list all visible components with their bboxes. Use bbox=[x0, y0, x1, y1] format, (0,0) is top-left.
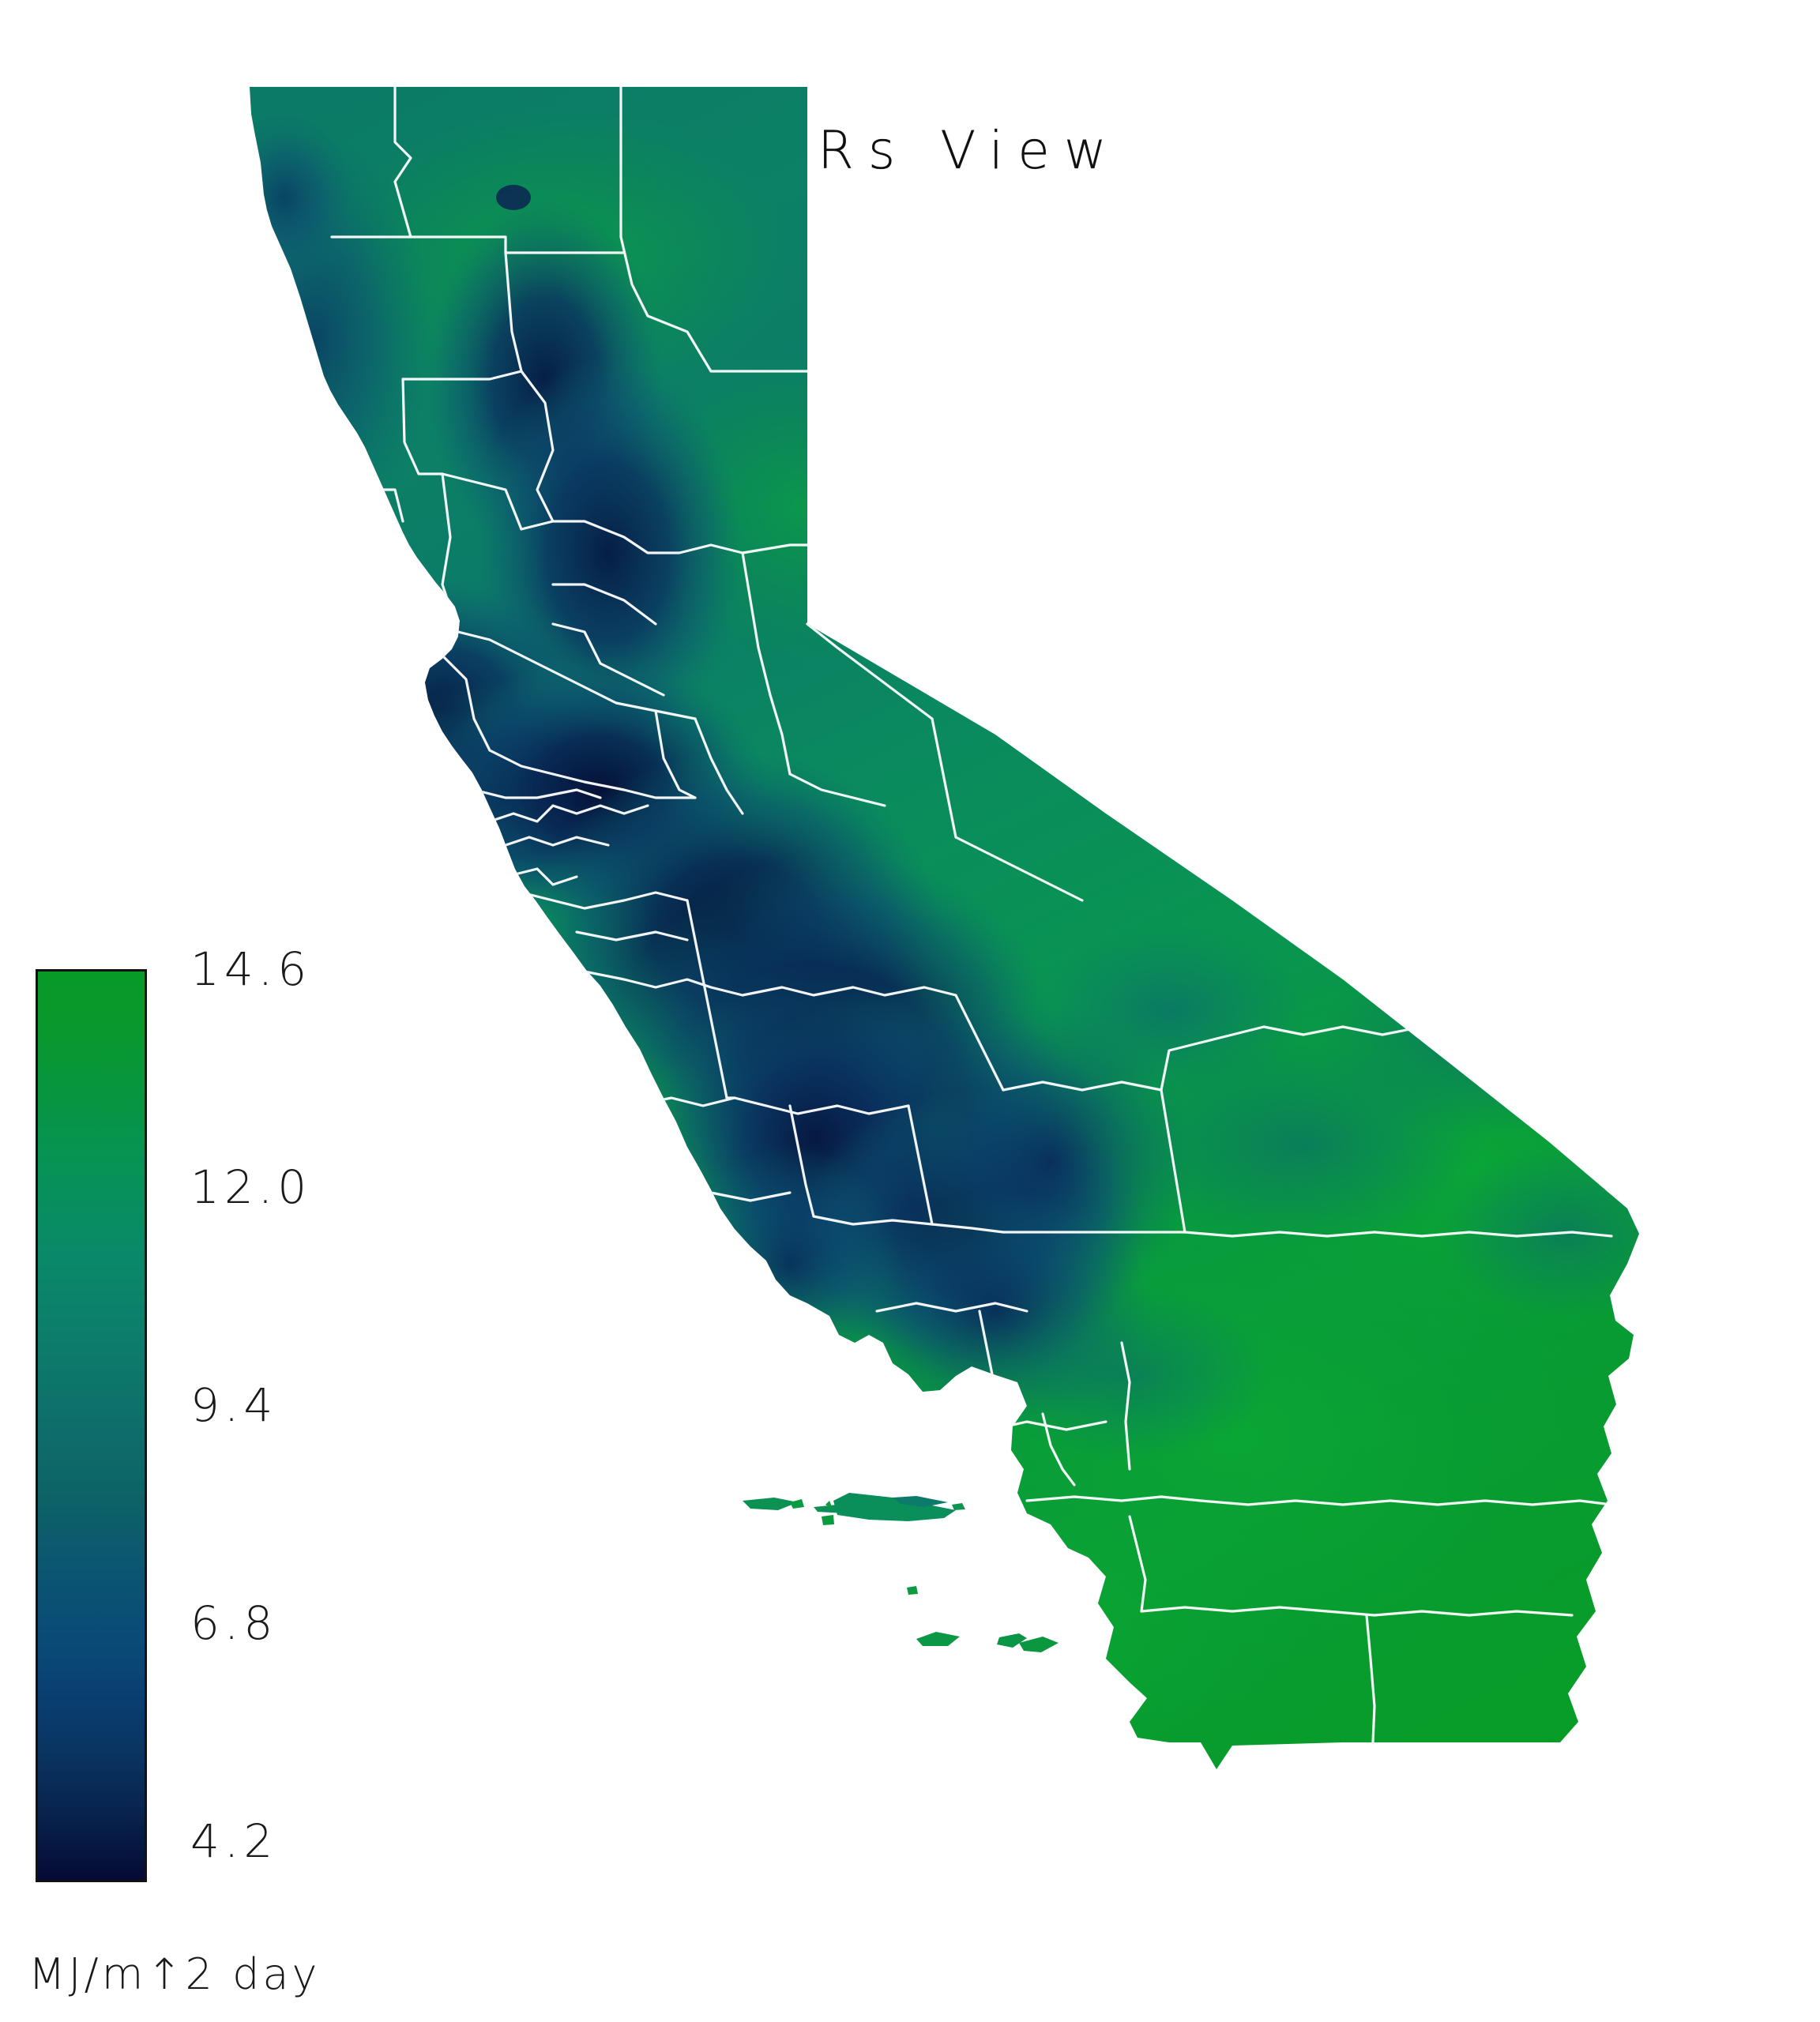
colorbar: 14.6 12.0 9.4 6.8 4.2 bbox=[36, 942, 306, 1882]
page-title: Rs View bbox=[818, 120, 1121, 181]
colorbar-tick-9: 9.4 bbox=[190, 1378, 278, 1432]
colorbar-tick-max: 14.6 bbox=[190, 942, 312, 996]
map-panel: Rs View bbox=[250, 87, 1639, 1769]
colorbar-units-label: MJ/m↑2 day bbox=[28, 1949, 321, 1999]
channel-islands bbox=[743, 1493, 1059, 1652]
map-raster-layer bbox=[250, 87, 1639, 1769]
colorbar-tick-7: 6.8 bbox=[190, 1596, 278, 1650]
colorbar-tick-12: 12.0 bbox=[190, 1160, 312, 1214]
colorbar-tick-min: 4.2 bbox=[190, 1814, 278, 1868]
california-raster-map bbox=[250, 87, 1639, 1769]
colorbar-gradient-swatch bbox=[36, 969, 147, 1882]
